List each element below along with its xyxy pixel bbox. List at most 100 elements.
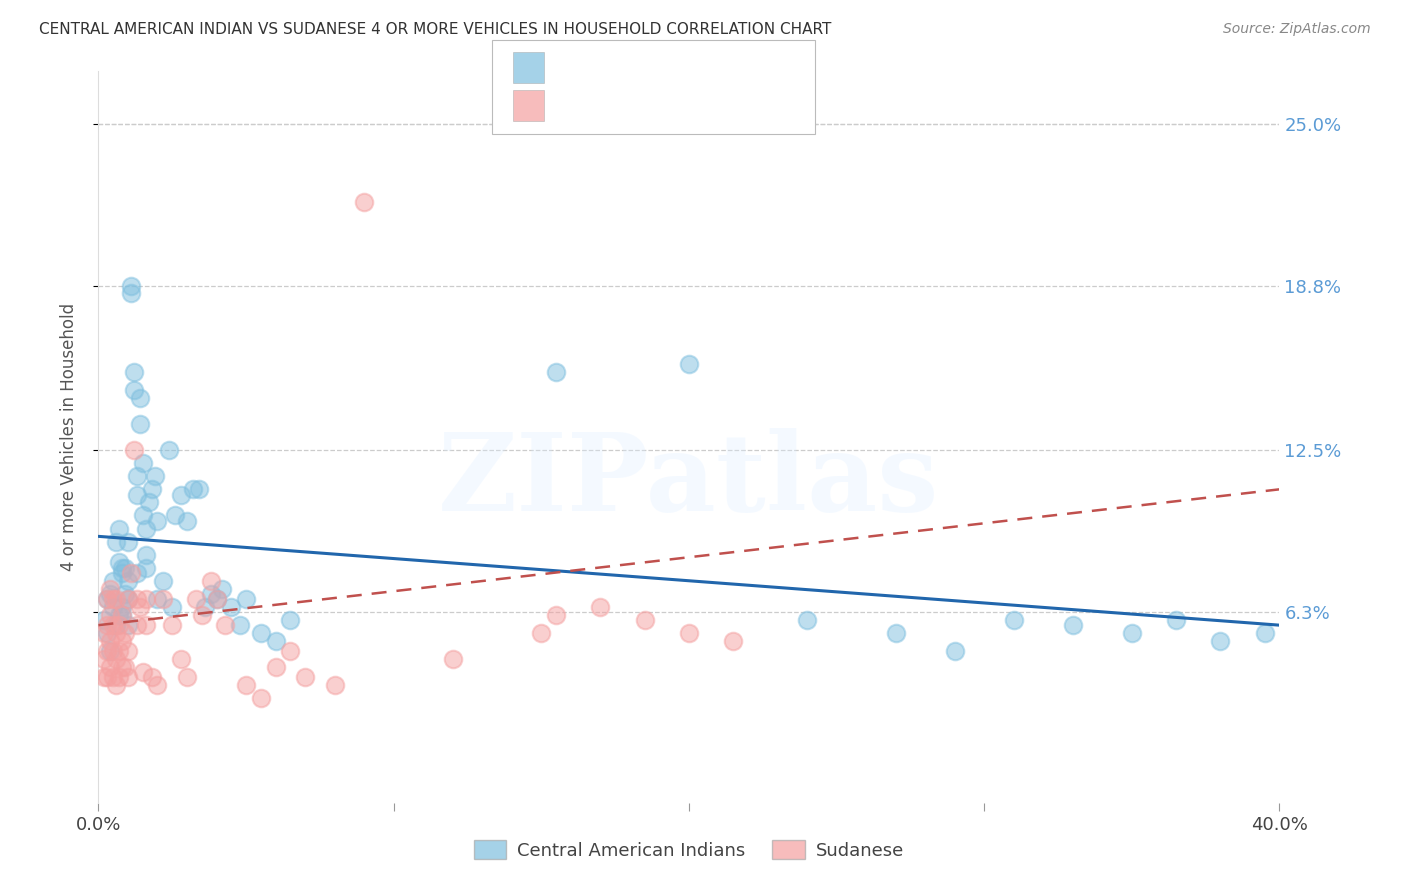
Point: [796, 613, 818, 627]
Text: N =: N =: [673, 60, 725, 78]
Y-axis label: 4 or more Vehicles in Household: 4 or more Vehicles in Household: [59, 303, 77, 571]
Point: [117, 574, 139, 588]
Text: 70: 70: [713, 60, 738, 78]
Point: [108, 644, 131, 658]
Point: [117, 644, 139, 658]
Point: [280, 644, 302, 658]
Point: [162, 599, 183, 614]
Point: [353, 194, 375, 209]
Point: [634, 613, 657, 627]
Point: [194, 599, 217, 614]
Point: [143, 469, 166, 483]
Point: [122, 443, 145, 458]
Point: [98, 587, 121, 601]
Point: [120, 278, 142, 293]
Point: [120, 286, 142, 301]
Point: [135, 592, 157, 607]
Point: [250, 626, 273, 640]
Point: [111, 599, 134, 614]
Point: [1209, 633, 1232, 648]
Point: [108, 618, 131, 632]
Point: [122, 383, 145, 397]
Point: [111, 607, 134, 622]
Point: [114, 626, 136, 640]
Point: [105, 534, 128, 549]
Point: [128, 599, 150, 614]
Point: [132, 456, 155, 470]
Point: [125, 487, 148, 501]
Point: [141, 670, 163, 684]
Point: [125, 618, 148, 632]
Point: [135, 560, 157, 574]
Point: [214, 618, 236, 632]
Point: [125, 592, 148, 607]
Point: [165, 508, 187, 523]
Point: [117, 592, 139, 607]
Point: [546, 607, 568, 622]
Point: [135, 521, 157, 535]
Point: [103, 644, 125, 658]
Point: [122, 365, 145, 379]
Point: [678, 357, 700, 371]
Point: [323, 678, 346, 692]
Point: [229, 618, 252, 632]
Point: [211, 582, 233, 596]
Point: [176, 670, 198, 684]
Point: [1166, 613, 1188, 627]
Point: [264, 660, 287, 674]
Point: [111, 633, 134, 648]
Point: [96, 592, 118, 607]
Point: [98, 582, 121, 596]
Point: [1121, 626, 1143, 640]
Point: [103, 574, 125, 588]
Point: [125, 566, 148, 580]
Point: [187, 483, 209, 497]
Point: [170, 652, 193, 666]
Point: [96, 670, 118, 684]
Text: 0.083: 0.083: [600, 96, 658, 114]
Point: [96, 644, 118, 658]
Text: ZIPatlas: ZIPatlas: [439, 428, 939, 534]
Point: [141, 483, 163, 497]
Point: [146, 678, 169, 692]
Point: [93, 652, 115, 666]
Point: [103, 599, 125, 614]
Point: [128, 391, 150, 405]
Point: [108, 556, 131, 570]
Point: [96, 592, 118, 607]
Point: [103, 592, 125, 607]
Point: [221, 599, 243, 614]
Point: [146, 592, 169, 607]
Text: -0.223: -0.223: [600, 60, 665, 78]
Point: [117, 534, 139, 549]
Text: 63: 63: [713, 96, 738, 114]
Point: [108, 670, 131, 684]
Point: [103, 670, 125, 684]
Point: [294, 670, 316, 684]
Point: [678, 626, 700, 640]
Point: [96, 618, 118, 632]
Point: [280, 613, 302, 627]
Point: [546, 365, 568, 379]
Point: [200, 587, 222, 601]
Point: [114, 660, 136, 674]
Point: [589, 599, 612, 614]
Point: [117, 670, 139, 684]
Point: [441, 652, 464, 666]
Point: [103, 618, 125, 632]
Point: [146, 514, 169, 528]
Point: [111, 560, 134, 574]
Point: [162, 618, 183, 632]
Point: [108, 521, 131, 535]
Point: [98, 607, 121, 622]
Point: [184, 592, 207, 607]
Point: [105, 618, 128, 632]
Point: [152, 574, 174, 588]
Text: R =: R =: [558, 60, 598, 78]
Text: CENTRAL AMERICAN INDIAN VS SUDANESE 4 OR MORE VEHICLES IN HOUSEHOLD CORRELATION : CENTRAL AMERICAN INDIAN VS SUDANESE 4 OR…: [39, 22, 832, 37]
Point: [132, 665, 155, 680]
Point: [943, 644, 966, 658]
Point: [93, 626, 115, 640]
Point: [125, 469, 148, 483]
Point: [1062, 618, 1084, 632]
